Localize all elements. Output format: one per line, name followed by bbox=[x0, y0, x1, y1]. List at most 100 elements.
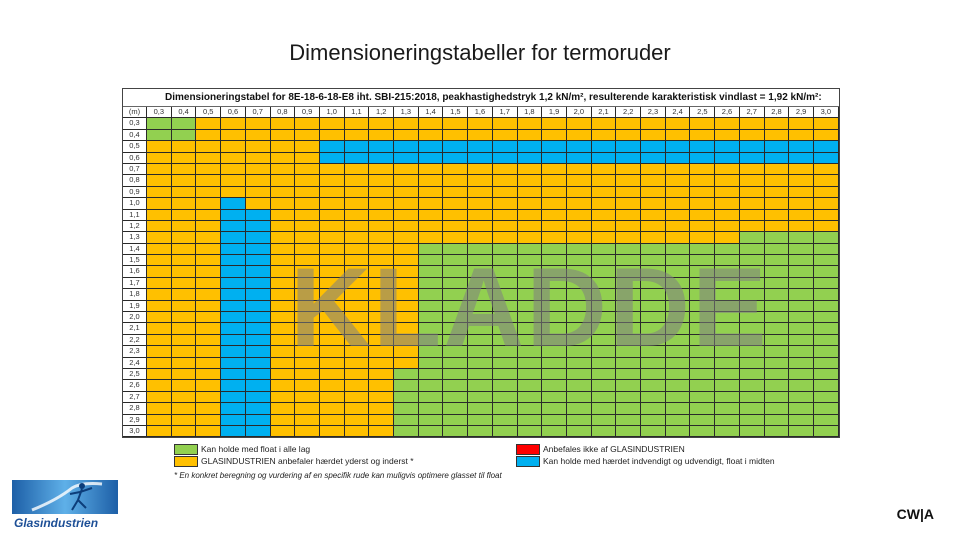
table-cell bbox=[492, 220, 518, 233]
table-cell bbox=[591, 368, 617, 381]
table-cell bbox=[147, 266, 172, 278]
table-cell bbox=[468, 141, 493, 153]
table-cell bbox=[369, 129, 395, 142]
table-cell bbox=[319, 368, 345, 381]
column-header: 2,3 bbox=[641, 107, 666, 119]
table-cell bbox=[715, 357, 740, 369]
table-cell bbox=[319, 414, 345, 426]
table-cell bbox=[443, 323, 469, 335]
table-cell bbox=[196, 403, 222, 415]
table-cell bbox=[344, 243, 370, 256]
column-header: 0,6 bbox=[221, 107, 246, 119]
table-cell bbox=[147, 289, 172, 301]
table-cell bbox=[566, 403, 592, 415]
table-cell bbox=[171, 368, 197, 381]
table-cell bbox=[418, 129, 444, 142]
table-cell bbox=[196, 232, 222, 244]
table-cell bbox=[542, 266, 567, 278]
row-header: 2,8 bbox=[123, 403, 147, 415]
table-cell bbox=[468, 289, 493, 301]
table-cell bbox=[789, 232, 814, 244]
table-cell bbox=[245, 277, 271, 290]
corner-unit: (m) bbox=[123, 107, 147, 119]
column-header: 1,2 bbox=[369, 107, 395, 119]
table-cell bbox=[665, 277, 691, 290]
table-cell bbox=[245, 118, 271, 130]
table-cell bbox=[813, 323, 839, 335]
table-cell bbox=[270, 414, 296, 426]
row-header: 1,1 bbox=[123, 209, 147, 221]
table-cell bbox=[542, 243, 567, 256]
table-cell bbox=[715, 198, 740, 210]
table-cell bbox=[591, 425, 617, 438]
table-cell bbox=[542, 368, 567, 381]
table-cell bbox=[468, 300, 493, 313]
table-cell bbox=[344, 300, 370, 313]
table-cell bbox=[616, 312, 642, 324]
table-cell bbox=[171, 118, 197, 130]
table-cell bbox=[616, 209, 642, 221]
table-cell bbox=[542, 425, 567, 438]
row-header: 2,9 bbox=[123, 414, 147, 426]
table-cell bbox=[295, 198, 320, 210]
table-cell bbox=[517, 425, 543, 438]
table-cell bbox=[418, 152, 444, 164]
column-header: 0,5 bbox=[196, 107, 222, 119]
table-cell bbox=[245, 266, 271, 278]
table-cell bbox=[270, 129, 296, 142]
table-cell bbox=[468, 266, 493, 278]
table-cell bbox=[591, 175, 617, 187]
table-cell bbox=[344, 289, 370, 301]
table-cell bbox=[147, 152, 172, 164]
table-cell bbox=[813, 255, 839, 267]
legend-swatch-red bbox=[516, 444, 540, 455]
table-cell bbox=[147, 118, 172, 130]
table-cell bbox=[764, 289, 790, 301]
table-cell bbox=[319, 300, 345, 313]
table-cell bbox=[517, 141, 543, 153]
table-cell bbox=[196, 175, 222, 187]
table-cell bbox=[690, 289, 716, 301]
table-cell bbox=[641, 255, 666, 267]
table-cell bbox=[789, 357, 814, 369]
table-cell bbox=[542, 414, 567, 426]
table-cell bbox=[690, 198, 716, 210]
table-cell bbox=[690, 357, 716, 369]
table-cell bbox=[566, 425, 592, 438]
table-cell bbox=[641, 198, 666, 210]
table-cell bbox=[344, 357, 370, 369]
table-cell bbox=[394, 403, 419, 415]
table-cell bbox=[690, 243, 716, 256]
table-cell bbox=[319, 141, 345, 153]
table-cell bbox=[616, 414, 642, 426]
table-cell bbox=[196, 129, 222, 142]
table-cell bbox=[319, 220, 345, 233]
table-cell bbox=[517, 312, 543, 324]
table-cell bbox=[492, 118, 518, 130]
table-cell bbox=[196, 152, 222, 164]
table-cell bbox=[221, 425, 246, 438]
table-cell bbox=[196, 289, 222, 301]
column-header: 1,1 bbox=[344, 107, 370, 119]
table-cell bbox=[566, 209, 592, 221]
table-cell bbox=[468, 425, 493, 438]
table-cell bbox=[171, 243, 197, 256]
table-cell bbox=[715, 334, 740, 347]
table-cell bbox=[344, 391, 370, 404]
table-cell bbox=[147, 243, 172, 256]
table-cell bbox=[591, 209, 617, 221]
table-cell bbox=[542, 232, 567, 244]
table-cell bbox=[221, 152, 246, 164]
table-cell bbox=[245, 334, 271, 347]
table-cell bbox=[221, 312, 246, 324]
table-cell bbox=[665, 346, 691, 358]
table-cell bbox=[789, 368, 814, 381]
table-cell bbox=[270, 289, 296, 301]
table-cell bbox=[295, 175, 320, 187]
table-cell bbox=[270, 277, 296, 290]
table-cell bbox=[221, 118, 246, 130]
table-cell bbox=[813, 312, 839, 324]
table-cell bbox=[147, 232, 172, 244]
table-cell bbox=[517, 129, 543, 142]
table-cell bbox=[641, 118, 666, 130]
